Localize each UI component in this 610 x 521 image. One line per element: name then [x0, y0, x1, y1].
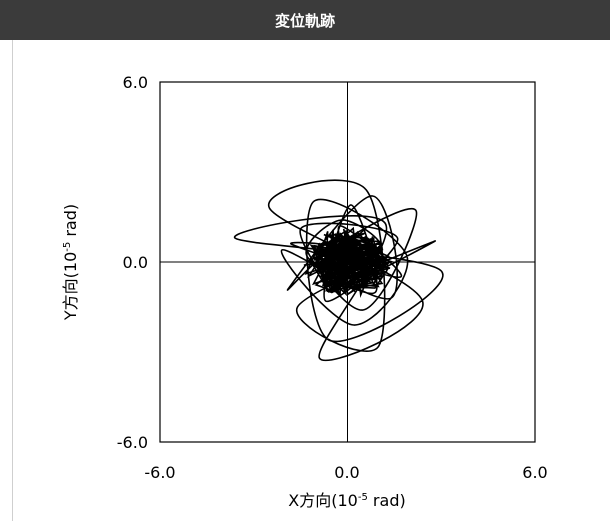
y-tick-label: 0.0 [123, 253, 148, 272]
x-tick-label: 0.0 [334, 463, 359, 482]
trajectory-line [234, 179, 444, 361]
panel-header: 変位軌跡 [0, 0, 610, 40]
trajectory-series [234, 179, 444, 361]
y-axis-title: Y方向(10-5 rad) [61, 204, 80, 321]
x-tick-label: -6.0 [144, 463, 175, 482]
trajectory-dense-core [303, 226, 394, 299]
y-tick-label: -6.0 [117, 433, 148, 452]
x-axis-title: X方向(10-5 rad) [288, 491, 405, 510]
panel-left-border [12, 40, 13, 521]
x-tick-label: 6.0 [522, 463, 547, 482]
panel-title: 変位軌跡 [274, 11, 335, 30]
y-tick-label: 6.0 [123, 73, 148, 92]
